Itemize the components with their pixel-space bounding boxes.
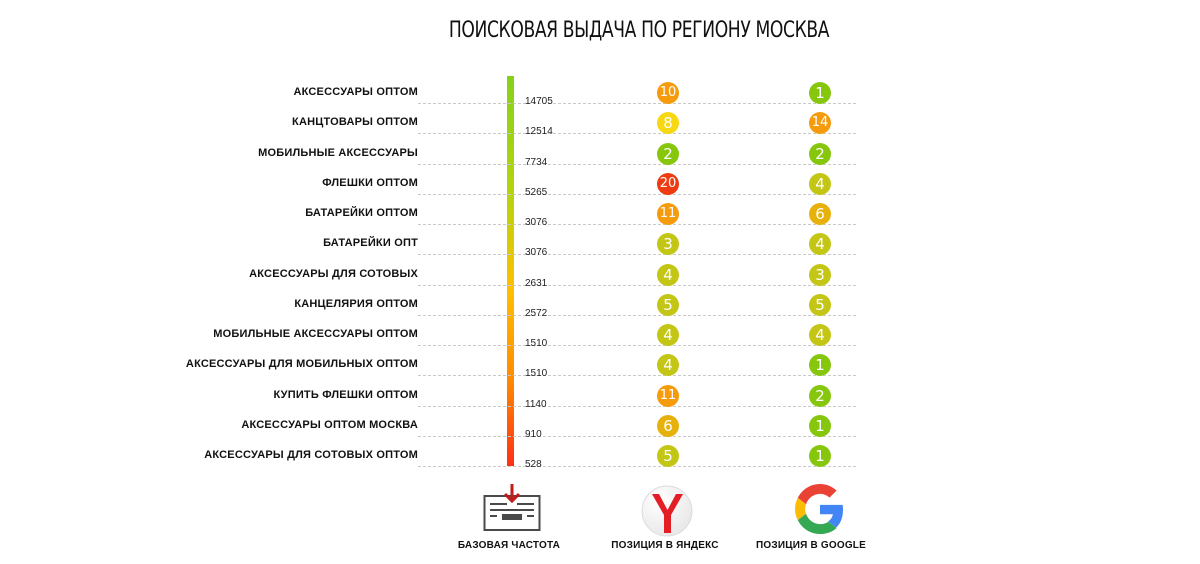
table-row: МОБИЛЬНЫЕ АКСЕССУАРЫ 7734 2 2 (0, 135, 1200, 168)
google-position-badge: 6 (809, 203, 831, 225)
row-divider (418, 254, 856, 256)
row-divider (418, 133, 856, 135)
frequency-value: 3076 (525, 217, 548, 228)
yandex-position-badge: 4 (657, 263, 679, 286)
row-divider (418, 466, 856, 467)
table-row: АКСЕССУАРЫ ДЛЯ СОТОВЫХ ОПТОМ 528 5 1 (0, 437, 1200, 470)
keyword-label: БАТАРЕЙКИ ОПТОМ (305, 207, 418, 219)
yandex-position-badge: 6 (657, 414, 679, 437)
google-position-badge: 3 (809, 263, 831, 286)
frequency-value: 1510 (525, 368, 548, 380)
frequency-value: 910 (525, 428, 542, 440)
table-row: АКСЕССУАРЫ ОПТОМ МОСКВА 910 6 1 (0, 407, 1200, 440)
row-divider (418, 435, 856, 437)
google-position-badge: 4 (809, 233, 831, 256)
yandex-position-badge: 5 (657, 445, 679, 467)
keyword-label: АКСЕССУАРЫ ОПТОМ (293, 86, 418, 98)
footer-label-google: ПОЗИЦИЯ В GOOGLE (756, 540, 866, 551)
yandex-position-badge: 11 (657, 384, 679, 407)
yandex-position-badge: 10 (657, 82, 679, 104)
frequency-value: 12514 (525, 126, 553, 138)
table-row: БАТАРЕЙКИ ОПТОМ 3076 11 6 (0, 195, 1200, 228)
inbox-download-icon (483, 484, 541, 531)
frequency-value: 2572 (525, 307, 548, 319)
table-row: АКСЕССУАРЫ ДЛЯ СОТОВЫХ 2631 4 3 (0, 256, 1200, 289)
frequency-value: 14705 (525, 96, 553, 107)
keyword-label: АКСЕССУАРЫ ДЛЯ МОБИЛЬНЫХ ОПТОМ (185, 358, 418, 371)
yandex-position-badge: 2 (657, 142, 679, 165)
google-logo-icon (795, 484, 844, 534)
row-divider (418, 345, 856, 346)
google-position-badge: 4 (809, 172, 831, 195)
keyword-label: КАНЦТОВАРЫ ОПТОМ (292, 116, 418, 129)
keyword-label: КАНЦЕЛЯРИЯ ОПТОМ (294, 297, 418, 310)
google-position-badge: 2 (809, 142, 831, 165)
table-row: ФЛЕШКИ ОПТОМ 5265 20 4 (0, 165, 1200, 198)
frequency-value: 1140 (525, 398, 547, 410)
table-row: БАТАРЕЙКИ ОПТ 3076 3 4 (0, 225, 1200, 259)
yandex-position-badge: 8 (657, 112, 679, 135)
google-position-badge: 4 (809, 324, 831, 346)
yandex-logo-icon (641, 485, 693, 537)
google-position-badge: 1 (809, 414, 831, 437)
google-position-badge: 14 (809, 112, 831, 135)
keyword-label: МОБИЛЬНЫЕ АКСЕССУАРЫ (258, 146, 418, 159)
frequency-gradient-bar (507, 76, 514, 466)
frequency-value: 7734 (525, 156, 548, 168)
row-divider (418, 284, 856, 286)
footer-label-yandex: ПОЗИЦИЯ В ЯНДЕКС (611, 540, 719, 551)
keyword-label: ФЛЕШКИ ОПТОМ (322, 176, 418, 189)
frequency-value: 1510 (525, 338, 548, 349)
table-row: КУПИТЬ ФЛЕШКИ ОПТОМ 1140 11 2 (0, 377, 1200, 410)
keyword-label: АКСЕССУАРЫ ДЛЯ СОТОВЫХ (249, 267, 418, 280)
frequency-value: 5265 (525, 186, 548, 198)
yandex-position-badge: 20 (657, 172, 679, 195)
row-divider (418, 375, 856, 377)
yandex-position-badge: 11 (657, 203, 679, 225)
table-row: АКСЕССУАРЫ ДЛЯ МОБИЛЬНЫХ ОПТОМ 1510 4 1 (0, 346, 1200, 380)
google-position-badge: 2 (809, 384, 831, 407)
google-position-badge: 1 (809, 82, 831, 104)
keyword-label: АКСЕССУАРЫ ОПТОМ МОСКВА (241, 418, 418, 431)
row-divider (418, 193, 856, 195)
google-position-badge: 1 (809, 354, 831, 377)
keyword-label: АКСЕССУАРЫ ДЛЯ СОТОВЫХ ОПТОМ (204, 449, 418, 461)
row-divider (418, 405, 856, 407)
page-title: ПОИСКОВАЯ ВЫДАЧА ПО РЕГИОНУ МОСКВА (448, 18, 830, 43)
frequency-value: 3076 (525, 247, 548, 259)
table-row: МОБИЛЬНЫЕ АКСЕССУАРЫ ОПТОМ 1510 4 4 (0, 316, 1200, 349)
table-row: АКСЕССУАРЫ ОПТОМ 14705 10 1 (0, 74, 1200, 107)
frequency-value: 2631 (525, 277, 548, 289)
table-row: КАНЦТОВАРЫ ОПТОМ 12514 8 14 (0, 104, 1200, 138)
frequency-value: 528 (525, 459, 542, 470)
keyword-label: КУПИТЬ ФЛЕШКИ ОПТОМ (273, 388, 418, 401)
keyword-label: МОБИЛЬНЫЕ АКСЕССУАРЫ ОПТОМ (213, 328, 418, 340)
row-divider (418, 163, 856, 165)
google-position-badge: 1 (809, 445, 831, 467)
keyword-label: БАТАРЕЙКИ ОПТ (323, 237, 418, 250)
yandex-position-badge: 3 (657, 233, 679, 256)
row-divider (418, 314, 856, 316)
yandex-position-badge: 4 (657, 354, 679, 377)
footer-label-frequency: БАЗОВАЯ ЧАСТОТА (457, 540, 561, 551)
table-row: КАНЦЕЛЯРИЯ ОПТОМ 2572 5 5 (0, 286, 1200, 319)
row-divider (418, 224, 856, 225)
google-position-badge: 5 (809, 293, 831, 316)
yandex-position-badge: 4 (657, 324, 679, 346)
yandex-position-badge: 5 (657, 293, 679, 316)
row-divider (418, 103, 856, 104)
